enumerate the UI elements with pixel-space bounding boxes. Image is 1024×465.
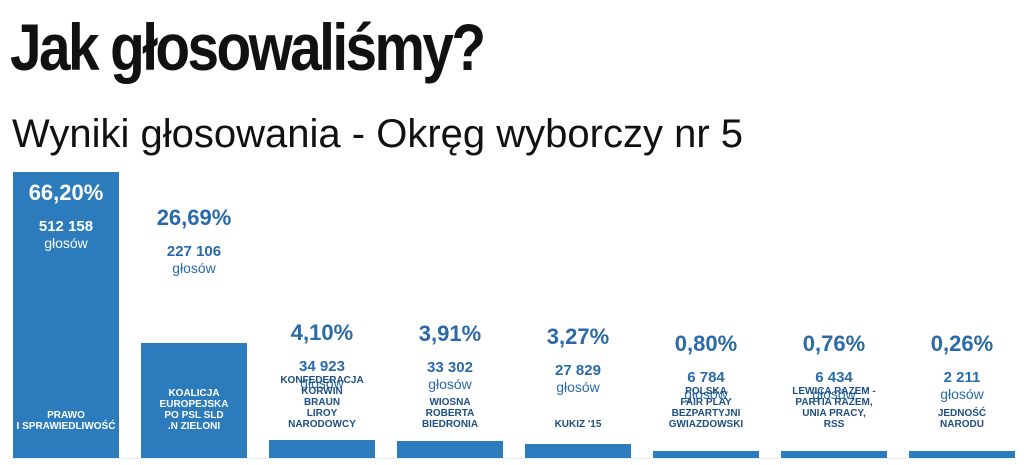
percent-label: 0,76% bbox=[802, 331, 866, 356]
votes-count: 6 784 bbox=[687, 369, 725, 386]
party-name: POLSKA FAIR PLAY BEZPARTYJNI GWIAZDOWSKI bbox=[668, 386, 744, 430]
votes-unit: głosów bbox=[172, 259, 216, 276]
percent-label: 0,26% bbox=[930, 331, 994, 356]
percent-label: 3,91% bbox=[418, 321, 482, 347]
votes-unit: głosów bbox=[684, 386, 728, 402]
votes-count: 27 829 bbox=[555, 361, 601, 379]
bar-4 bbox=[397, 441, 503, 458]
votes-count: 33 302 bbox=[427, 359, 473, 377]
percent-label: 4,10% bbox=[290, 320, 354, 346]
party-name: PRAWO I SPRAWIEDLIWOŚĆ bbox=[16, 410, 116, 432]
votes-label: 2 211 głosów bbox=[907, 369, 1017, 403]
votes-unit: głosów bbox=[44, 235, 88, 251]
votes-unit: głosów bbox=[428, 376, 472, 393]
votes-label: 227 106 głosów bbox=[139, 243, 249, 276]
votes-unit: głosów bbox=[812, 386, 856, 402]
bar-6 bbox=[653, 451, 759, 458]
page-subtitle: Wyniki głosowania - Okręg wyborczy nr 5 bbox=[12, 112, 743, 156]
percent-label: 26,69% bbox=[156, 204, 232, 230]
votes-count: 512 158 bbox=[38, 218, 94, 235]
votes-label: 27 829 głosów bbox=[523, 362, 633, 395]
votes-label: 512 158 głosów bbox=[11, 218, 121, 252]
bar-5 bbox=[525, 443, 631, 458]
votes-label: 6 784 głosów bbox=[651, 369, 761, 403]
percent-label: 66,20% bbox=[28, 180, 104, 205]
votes-label: 6 434 głosów bbox=[779, 369, 889, 403]
party-name: KOALICJA EUROPEJSKA PO PSL SLD .N ZIELON… bbox=[159, 388, 229, 432]
votes-count: 34 923 bbox=[299, 358, 345, 376]
bar-7 bbox=[781, 451, 887, 458]
votes-unit: głosów bbox=[556, 378, 600, 395]
votes-label: 34 923 głosów bbox=[267, 358, 377, 392]
party-name: KONFEDERACJA KORWIN BRAUN LIROY NARODOWC… bbox=[280, 375, 364, 430]
page-title: Jak głosowaliśmy? bbox=[10, 10, 486, 84]
percent-label: 0,80% bbox=[674, 331, 738, 356]
bar-3 bbox=[269, 440, 375, 458]
party-name: WIOSNA ROBERTA BIEDRONIA bbox=[421, 397, 479, 430]
percent-label: 3,27% bbox=[546, 323, 610, 349]
bar-2 bbox=[141, 342, 247, 458]
votes-unit: głosów bbox=[300, 375, 344, 392]
party-name: LEWICA RAZEM - PARTIA RAZEM, UNIA PRACY,… bbox=[792, 386, 876, 430]
votes-unit: głosów bbox=[940, 386, 984, 402]
bar-8 bbox=[909, 451, 1015, 458]
bar-1 bbox=[13, 172, 119, 458]
chart-baseline bbox=[10, 458, 1010, 459]
votes-count: 6 434 bbox=[815, 369, 853, 386]
votes-label: 33 302 głosów bbox=[395, 359, 505, 393]
votes-count: 2 211 bbox=[943, 369, 981, 386]
party-name: JEDNOŚĆ NARODU bbox=[937, 408, 987, 430]
party-name: KUKIZ '15 bbox=[554, 419, 602, 430]
votes-count: 227 106 bbox=[166, 242, 222, 260]
